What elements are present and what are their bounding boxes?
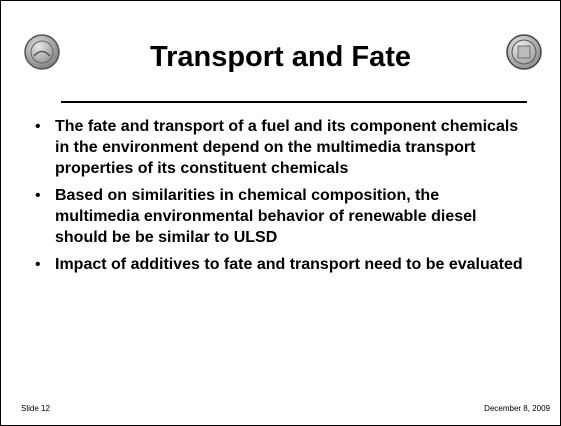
bullet: The fate and transport of a fuel and its… [35, 116, 525, 179]
bullet: Impact of additives to fate and transpor… [35, 254, 525, 275]
slide-date: December 8, 2009 [484, 404, 550, 413]
slide-title: Transport and Fate [149, 41, 412, 73]
slide-number: Slide 12 [21, 404, 50, 413]
title-rule [61, 101, 527, 103]
bullet-list: The fate and transport of a fuel and its… [35, 116, 525, 281]
right-seal [506, 34, 542, 70]
left-seal [24, 34, 60, 70]
bullet: Based on similarities in chemical compos… [35, 185, 525, 248]
